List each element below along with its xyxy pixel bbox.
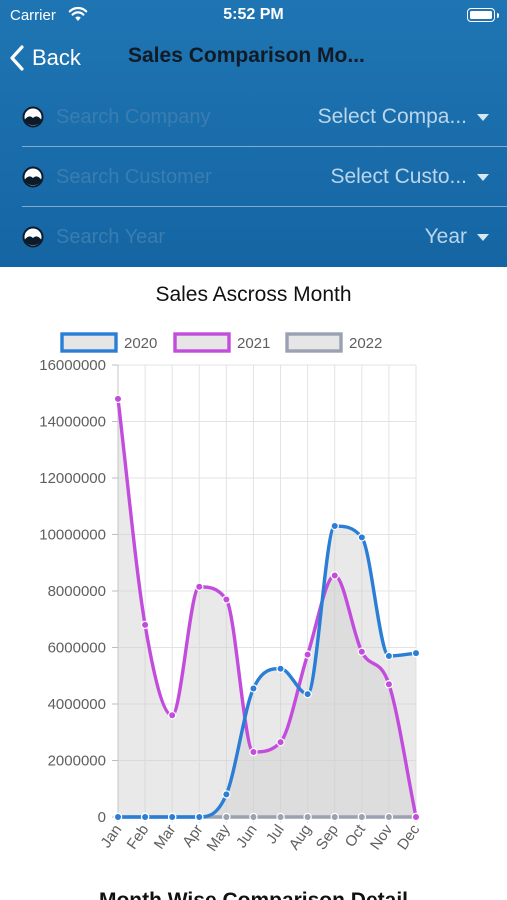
legend-label-2022: 2022 [349, 335, 382, 352]
wifi-icon [68, 6, 88, 21]
customer-select-value: Select Custo... [330, 165, 467, 188]
point-2020-Oct [357, 533, 367, 542]
status-time: 5:52 PM [223, 6, 284, 23]
customer-select[interactable]: Select Custo... [330, 163, 489, 191]
year-filter-row: Year [22, 207, 507, 267]
chevron-left-icon [10, 45, 24, 71]
section-title: Month Wise Comparison Detail [0, 889, 507, 900]
x-tick-label: Feb [124, 822, 153, 853]
point-2020-Jun [249, 684, 258, 693]
search-icon [22, 106, 44, 128]
y-tick-label: 0 [98, 809, 106, 826]
point-2021-Feb [140, 620, 150, 630]
y-tick-label: 14000000 [39, 414, 106, 431]
company-select-value: Select Compa... [317, 105, 467, 128]
point-2020-Nov [384, 651, 394, 661]
point-2020-Feb [140, 812, 150, 822]
page-title: Sales Comparison Mo... [128, 44, 365, 67]
company-filter-row: Select Compa... [22, 87, 507, 147]
point-2022-Sep [330, 812, 339, 822]
y-tick-label: 2000000 [48, 753, 106, 770]
point-2021-Oct [357, 647, 367, 656]
point-2022-Aug [303, 812, 312, 822]
point-2022-Jul [276, 812, 285, 822]
point-2021-Apr [195, 582, 204, 591]
point-2022-Oct [357, 812, 367, 822]
search-icon [22, 226, 44, 248]
header-panel: Carrier 5:52 PM Back Sales Comparison Mo… [0, 0, 507, 267]
point-2021-Mar [167, 711, 177, 720]
point-2022-May [222, 812, 231, 822]
battery-icon [467, 8, 499, 22]
point-2021-Dec [411, 812, 421, 822]
back-label: Back [32, 45, 81, 70]
carrier-label: Carrier [10, 7, 56, 24]
chart-title: Sales Ascross Month [155, 283, 352, 306]
caret-down-icon [477, 113, 489, 121]
x-tick-label: Apr [179, 822, 206, 851]
sales-chart: 0 2000000 4000000 6000000 8000000 10000000 120… [39, 332, 424, 855]
point-2021-May [222, 595, 231, 604]
x-tick-label: Oct [342, 821, 370, 851]
y-tick-label: 16000000 [39, 357, 106, 374]
y-tick-label: 8000000 [48, 583, 106, 600]
x-tick-label: Nov [367, 821, 397, 853]
search-icon [22, 166, 44, 188]
point-2020-Aug [303, 689, 312, 699]
customer-filter-row: Select Custo... [22, 147, 507, 207]
x-tick-label: May [203, 821, 233, 854]
x-tick-label: Dec [394, 821, 424, 853]
x-tick-label: Jun [233, 822, 261, 852]
company-search-input[interactable] [56, 103, 276, 131]
x-tick-label: Jul [263, 822, 288, 847]
point-2020-Jul [276, 664, 285, 673]
y-tick-label: 4000000 [48, 696, 106, 713]
series-area-2021 [118, 398, 416, 817]
point-2022-Nov [384, 812, 394, 822]
point-2021-Aug [303, 650, 312, 659]
point-2021-Jan [113, 394, 123, 404]
x-tick-label: Mar [151, 822, 180, 853]
legend-label-2021: 2021 [237, 335, 270, 352]
point-2020-Sep [330, 521, 339, 531]
point-2022-Jun [249, 812, 258, 822]
company-select[interactable]: Select Compa... [318, 103, 489, 131]
back-button[interactable]: Back [10, 41, 81, 75]
year-search-input[interactable] [56, 223, 276, 251]
legend-label-2020: 2020 [124, 335, 157, 352]
point-2020-May [222, 790, 231, 799]
y-tick-label: 6000000 [48, 640, 106, 657]
point-2021-Jun [249, 747, 258, 757]
point-2020-Jan [113, 812, 123, 822]
legend-swatch-2021 [173, 332, 231, 353]
y-tick-label: 12000000 [39, 470, 106, 487]
x-tick-label: Aug [286, 822, 315, 854]
point-2020-Mar [167, 812, 177, 822]
nav-bar: Back Sales Comparison Mo... [0, 32, 507, 86]
x-tick-label: Sep [313, 822, 342, 854]
point-2020-Dec [411, 648, 421, 658]
year-select-value: Year [424, 225, 467, 248]
year-select[interactable]: Year [425, 223, 489, 251]
legend-swatch-2022 [285, 332, 343, 353]
point-2021-Sep [330, 571, 339, 580]
caret-down-icon [477, 233, 489, 241]
legend-swatch-2020 [60, 332, 118, 353]
point-2020-Apr [195, 812, 204, 822]
point-2021-Jul [276, 737, 285, 747]
caret-down-icon [477, 173, 489, 181]
y-tick-label: 10000000 [39, 527, 106, 544]
point-2021-Nov [384, 680, 394, 689]
customer-search-input[interactable] [56, 163, 276, 191]
status-bar: Carrier 5:52 PM [0, 0, 507, 32]
